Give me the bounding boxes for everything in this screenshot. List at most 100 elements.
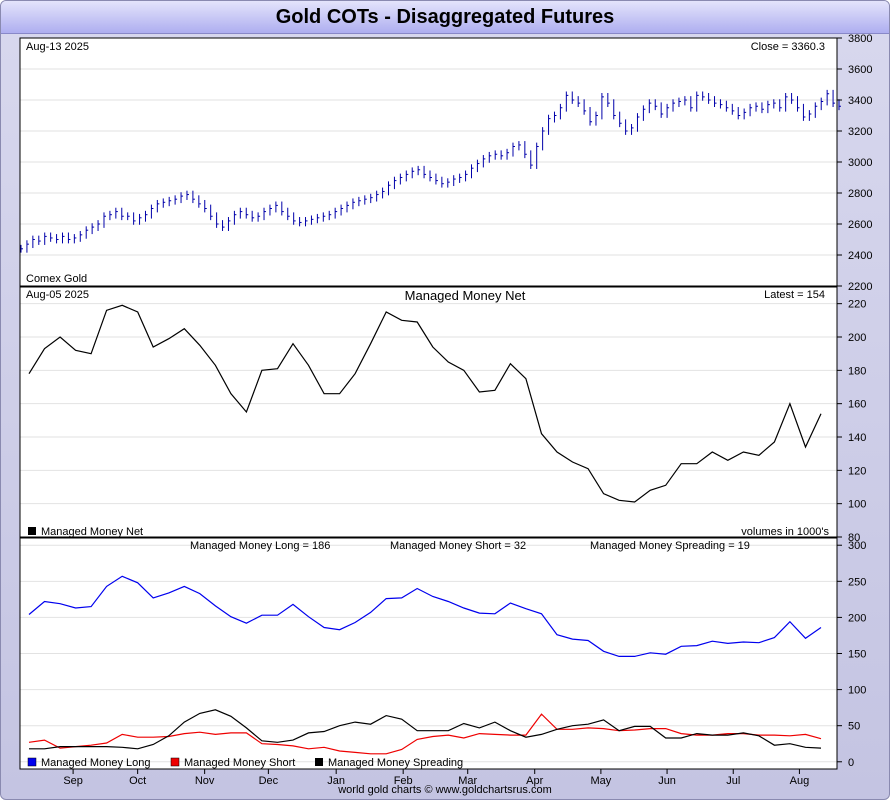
net-title: Managed Money Net bbox=[405, 288, 526, 303]
price-bar bbox=[150, 204, 154, 219]
price-bar bbox=[814, 102, 818, 118]
price-bar bbox=[358, 196, 361, 207]
price-bar bbox=[133, 212, 136, 225]
price-bar bbox=[684, 96, 687, 106]
y-tick-label: 100 bbox=[848, 685, 866, 697]
price-bar bbox=[370, 193, 373, 204]
y-tick-label: 2200 bbox=[848, 281, 872, 293]
y-tick-label: 3400 bbox=[848, 95, 872, 107]
price-bar bbox=[820, 97, 824, 111]
y-tick-label: 250 bbox=[848, 576, 866, 588]
price-bar bbox=[186, 190, 189, 200]
price-bar bbox=[26, 240, 29, 253]
y-tick-label: 3600 bbox=[848, 64, 872, 76]
price-bar bbox=[636, 113, 640, 132]
y-tick-label: 50 bbox=[848, 721, 860, 733]
price-bar bbox=[305, 217, 308, 227]
price-bar bbox=[583, 99, 587, 115]
y-tick-label: 220 bbox=[848, 299, 866, 311]
price-bar bbox=[749, 103, 753, 117]
price-bar bbox=[364, 195, 367, 205]
price-bar bbox=[156, 199, 160, 213]
y-tick-label: 200 bbox=[848, 332, 866, 344]
price-bar bbox=[299, 217, 302, 227]
price-bar bbox=[227, 217, 231, 231]
price-bar bbox=[168, 196, 172, 207]
price-bar bbox=[524, 141, 527, 159]
y-tick-label: 0 bbox=[848, 757, 854, 769]
price-bar bbox=[310, 215, 314, 225]
price-bar bbox=[690, 96, 693, 112]
price-bar bbox=[447, 178, 450, 188]
price-bar bbox=[613, 99, 616, 120]
price-bar bbox=[56, 234, 59, 244]
price-bar bbox=[530, 150, 533, 169]
y-tick-label: 100 bbox=[848, 499, 866, 511]
price-bar bbox=[382, 187, 385, 199]
price-bar bbox=[103, 212, 106, 228]
y-tick-label: 150 bbox=[848, 649, 866, 661]
price-bar bbox=[696, 91, 699, 112]
axis-layer: 2200240026002800300032003400360038008010… bbox=[63, 33, 872, 787]
price-bar bbox=[293, 212, 296, 225]
price-bar bbox=[222, 220, 225, 231]
price-bar bbox=[429, 170, 432, 182]
price-bar bbox=[785, 93, 788, 112]
y-tick-label: 80 bbox=[848, 532, 860, 544]
price-bar bbox=[346, 201, 350, 213]
x-tick-label: Jun bbox=[658, 775, 676, 787]
spreading-legend-label: Managed Money Spreading bbox=[328, 757, 463, 769]
price-bar bbox=[435, 173, 438, 185]
x-tick-label: Dec bbox=[259, 775, 279, 787]
net-series-line bbox=[28, 304, 822, 503]
price-bar bbox=[482, 155, 486, 168]
price-bar bbox=[553, 111, 557, 123]
long-legend-swatch bbox=[27, 757, 37, 767]
price-bar bbox=[518, 141, 521, 151]
price-bar bbox=[802, 103, 806, 121]
price-bar bbox=[399, 173, 403, 185]
y-tick-label: 120 bbox=[848, 465, 866, 477]
price-bar bbox=[565, 91, 569, 112]
price-bar bbox=[204, 199, 207, 213]
price-bar bbox=[536, 142, 539, 169]
price-bar bbox=[453, 175, 456, 187]
net-legend-swatch bbox=[28, 527, 36, 535]
price-bar bbox=[340, 204, 344, 216]
price-bar bbox=[257, 212, 261, 222]
title-bar: Gold COTs - Disaggregated Futures bbox=[1, 1, 889, 34]
x-tick-label: May bbox=[590, 775, 611, 787]
price-bar bbox=[601, 93, 604, 120]
y-tick-label: 180 bbox=[848, 365, 866, 377]
price-series-label: Comex Gold bbox=[26, 273, 87, 285]
price-bar bbox=[198, 195, 201, 208]
price-bar bbox=[32, 235, 35, 249]
price-bar bbox=[559, 103, 563, 120]
price-bar bbox=[542, 127, 545, 151]
price-bar bbox=[826, 89, 830, 106]
price-bar bbox=[719, 99, 723, 109]
price-bar bbox=[607, 93, 610, 107]
price-bar bbox=[755, 102, 759, 112]
price-bar bbox=[678, 97, 681, 107]
price-bar bbox=[251, 210, 255, 222]
long-series-line bbox=[28, 575, 822, 658]
price-bar bbox=[109, 210, 112, 221]
price-bar bbox=[376, 190, 379, 202]
price-bar bbox=[50, 232, 53, 242]
short-series-line bbox=[28, 713, 822, 755]
y-tick-label: 3800 bbox=[848, 33, 872, 45]
price-bar bbox=[423, 165, 427, 179]
price-bar bbox=[328, 210, 332, 221]
y-tick-label: 2600 bbox=[848, 219, 872, 231]
price-bar bbox=[832, 89, 836, 107]
price-bar bbox=[714, 96, 717, 107]
price-bar bbox=[577, 96, 581, 107]
price-bar bbox=[233, 210, 237, 225]
x-tick-label: Aug bbox=[790, 775, 810, 787]
price-bar bbox=[731, 103, 735, 115]
price-bar bbox=[595, 111, 598, 126]
net-panel bbox=[20, 287, 837, 537]
y-tick-label: 2400 bbox=[848, 250, 872, 262]
